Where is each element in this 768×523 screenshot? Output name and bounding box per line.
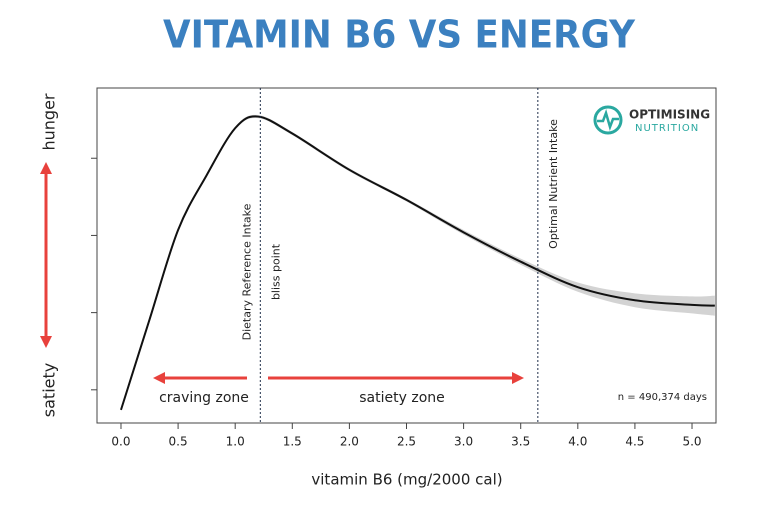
annotation: n = 490,374 days: [618, 392, 707, 403]
y-label-bottom: satiety: [40, 363, 59, 417]
plot-frame: [96, 87, 717, 424]
logo-text: NUTRITION: [635, 123, 699, 134]
x-axis-label: vitamin B6 (mg/2000 cal): [311, 471, 502, 489]
arrow-head: [40, 162, 52, 174]
arrow-head: [40, 336, 52, 348]
x-tick-label: 0.0: [111, 435, 130, 449]
reference-label: bliss point: [269, 243, 282, 300]
arrow-head: [153, 372, 165, 384]
line: [120, 115, 715, 411]
x-tick-label: 4.0: [568, 435, 587, 449]
logo: OPTIMISING NUTRITION: [593, 105, 710, 135]
confidence-band: [120, 114, 715, 412]
x-tick-label: 0.5: [169, 435, 188, 449]
arrow-head: [512, 372, 524, 384]
logo-text: OPTIMISING: [629, 108, 710, 122]
annotation: satiety zone: [359, 390, 445, 406]
x-tick-label: 3.5: [511, 435, 530, 449]
x-tick-label: 4.5: [625, 435, 644, 449]
x-tick-label: 2.5: [397, 435, 416, 449]
logo-icon: [593, 105, 623, 135]
reference-label: Dietary Reference Intake: [240, 203, 253, 340]
logo-pulse: [597, 109, 619, 131]
x-tick-label: 2.0: [340, 435, 359, 449]
y-label-top: hunger: [40, 93, 59, 150]
x-tick-label: 3.0: [454, 435, 473, 449]
x-tick-label: 5.0: [682, 435, 701, 449]
x-tick-label: 1.5: [283, 435, 302, 449]
arrows: [40, 162, 524, 384]
annotation: craving zone: [159, 390, 249, 406]
chart-title: VITAMIN B6 VS ENERGY: [163, 13, 635, 57]
x-tick-label: 1.0: [226, 435, 245, 449]
reference-label: Optimal Nutrient Intake: [547, 119, 560, 249]
